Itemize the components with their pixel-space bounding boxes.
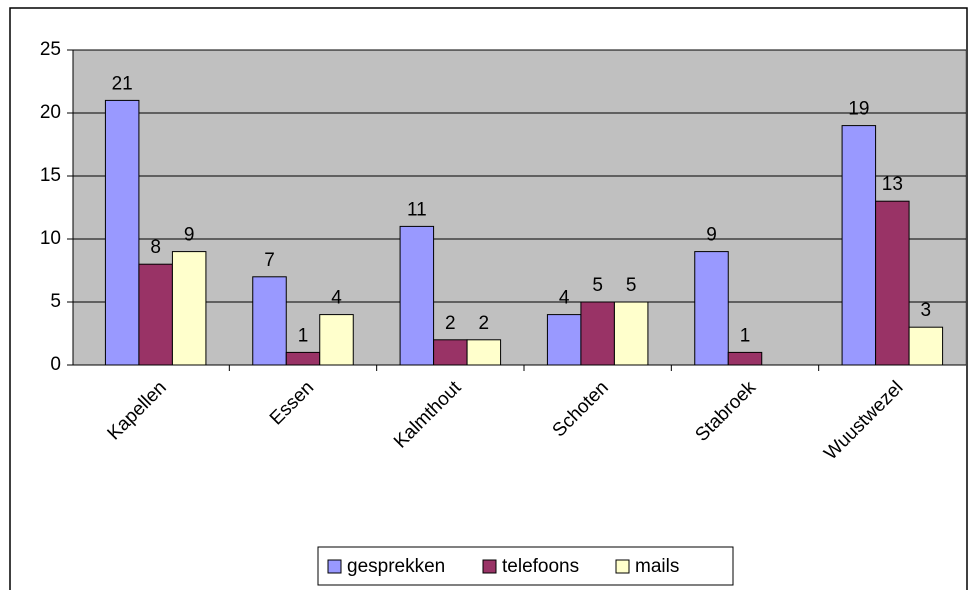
bar <box>546 314 582 366</box>
data-label: 4 <box>331 288 342 309</box>
bar <box>171 251 207 366</box>
bar <box>694 251 729 366</box>
x-tick-label: Schoten <box>549 377 613 441</box>
x-tick-label: Essen <box>266 377 318 429</box>
bar <box>613 301 649 366</box>
x-tick-label: Stabroek <box>691 377 760 446</box>
legend-swatch <box>482 559 497 574</box>
legend-label: gesprekken <box>347 556 445 577</box>
bar <box>252 276 287 366</box>
y-tick-label: 25 <box>40 39 61 60</box>
data-label: 5 <box>626 275 637 296</box>
legend-label: mails <box>635 556 679 577</box>
x-tick-label: Kapellen <box>104 377 171 444</box>
bar <box>399 225 435 366</box>
data-label: 1 <box>740 325 751 346</box>
x-tick-label: Wuustwezel <box>820 377 907 464</box>
plot-area <box>72 49 967 366</box>
y-tick-label: 10 <box>40 228 61 249</box>
data-label: 9 <box>184 225 195 246</box>
data-label: 21 <box>112 73 133 94</box>
data-label: 9 <box>706 225 717 246</box>
chart-frame <box>9 7 968 590</box>
x-tick-label: Kalmthout <box>390 377 466 453</box>
legend-label: telefoons <box>502 556 579 577</box>
data-label: 4 <box>559 288 570 309</box>
data-label: 11 <box>407 199 427 220</box>
legend <box>317 546 734 586</box>
legend-swatch <box>327 559 342 574</box>
bar <box>319 314 354 366</box>
data-label: 2 <box>445 313 456 334</box>
bar <box>580 301 615 366</box>
data-label: 7 <box>264 250 275 271</box>
bar <box>875 200 910 366</box>
y-tick-label: 0 <box>50 354 61 375</box>
data-label: 3 <box>921 300 932 321</box>
y-tick-label: 5 <box>50 291 61 312</box>
bar <box>285 351 321 366</box>
bar <box>433 339 468 366</box>
data-label: 2 <box>479 313 490 334</box>
data-label: 8 <box>150 237 161 258</box>
data-label: 19 <box>848 99 869 120</box>
data-label: 13 <box>882 174 903 195</box>
y-tick-label: 20 <box>40 102 61 123</box>
bar <box>104 99 140 366</box>
legend-swatch <box>615 559 630 574</box>
bar <box>908 326 944 366</box>
y-tick-label: 15 <box>40 165 61 186</box>
bar <box>727 351 763 366</box>
bar <box>841 125 877 366</box>
bar <box>138 263 173 366</box>
data-label: 1 <box>298 325 309 346</box>
bar <box>466 339 502 366</box>
data-label: 5 <box>592 275 603 296</box>
